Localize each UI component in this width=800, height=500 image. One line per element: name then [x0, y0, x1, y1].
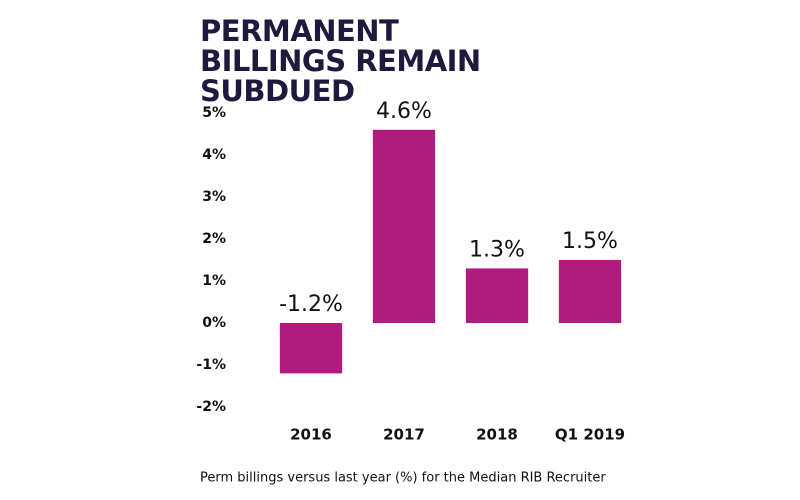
- bar: [465, 268, 529, 323]
- bar: [279, 323, 343, 374]
- y-tick-label: -2%: [196, 399, 226, 415]
- caption: Perm billings versus last year (%) for t…: [200, 471, 606, 486]
- y-tick-label: 1%: [202, 273, 226, 289]
- y-tick-label: 5%: [202, 105, 226, 121]
- x-tick-label: 2016: [290, 426, 332, 444]
- y-tick-label: 0%: [202, 315, 226, 331]
- value-label: 1.5%: [562, 229, 618, 254]
- chart-title: PERMANENT BILLINGS REMAIN SUBDUED: [200, 14, 481, 108]
- bar: [372, 129, 436, 323]
- y-tick-label: -1%: [196, 357, 226, 373]
- value-label: 4.6%: [376, 99, 432, 124]
- y-tick-label: 4%: [202, 147, 226, 163]
- x-tick-label: Q1 2019: [555, 426, 625, 444]
- y-tick-label: 3%: [202, 189, 226, 205]
- y-tick-label: 2%: [202, 231, 226, 247]
- value-label: 1.3%: [469, 237, 525, 262]
- x-tick-label: 2018: [476, 426, 518, 444]
- bar: [558, 260, 622, 323]
- x-tick-label: 2017: [383, 426, 425, 444]
- value-label: -1.2%: [279, 292, 343, 317]
